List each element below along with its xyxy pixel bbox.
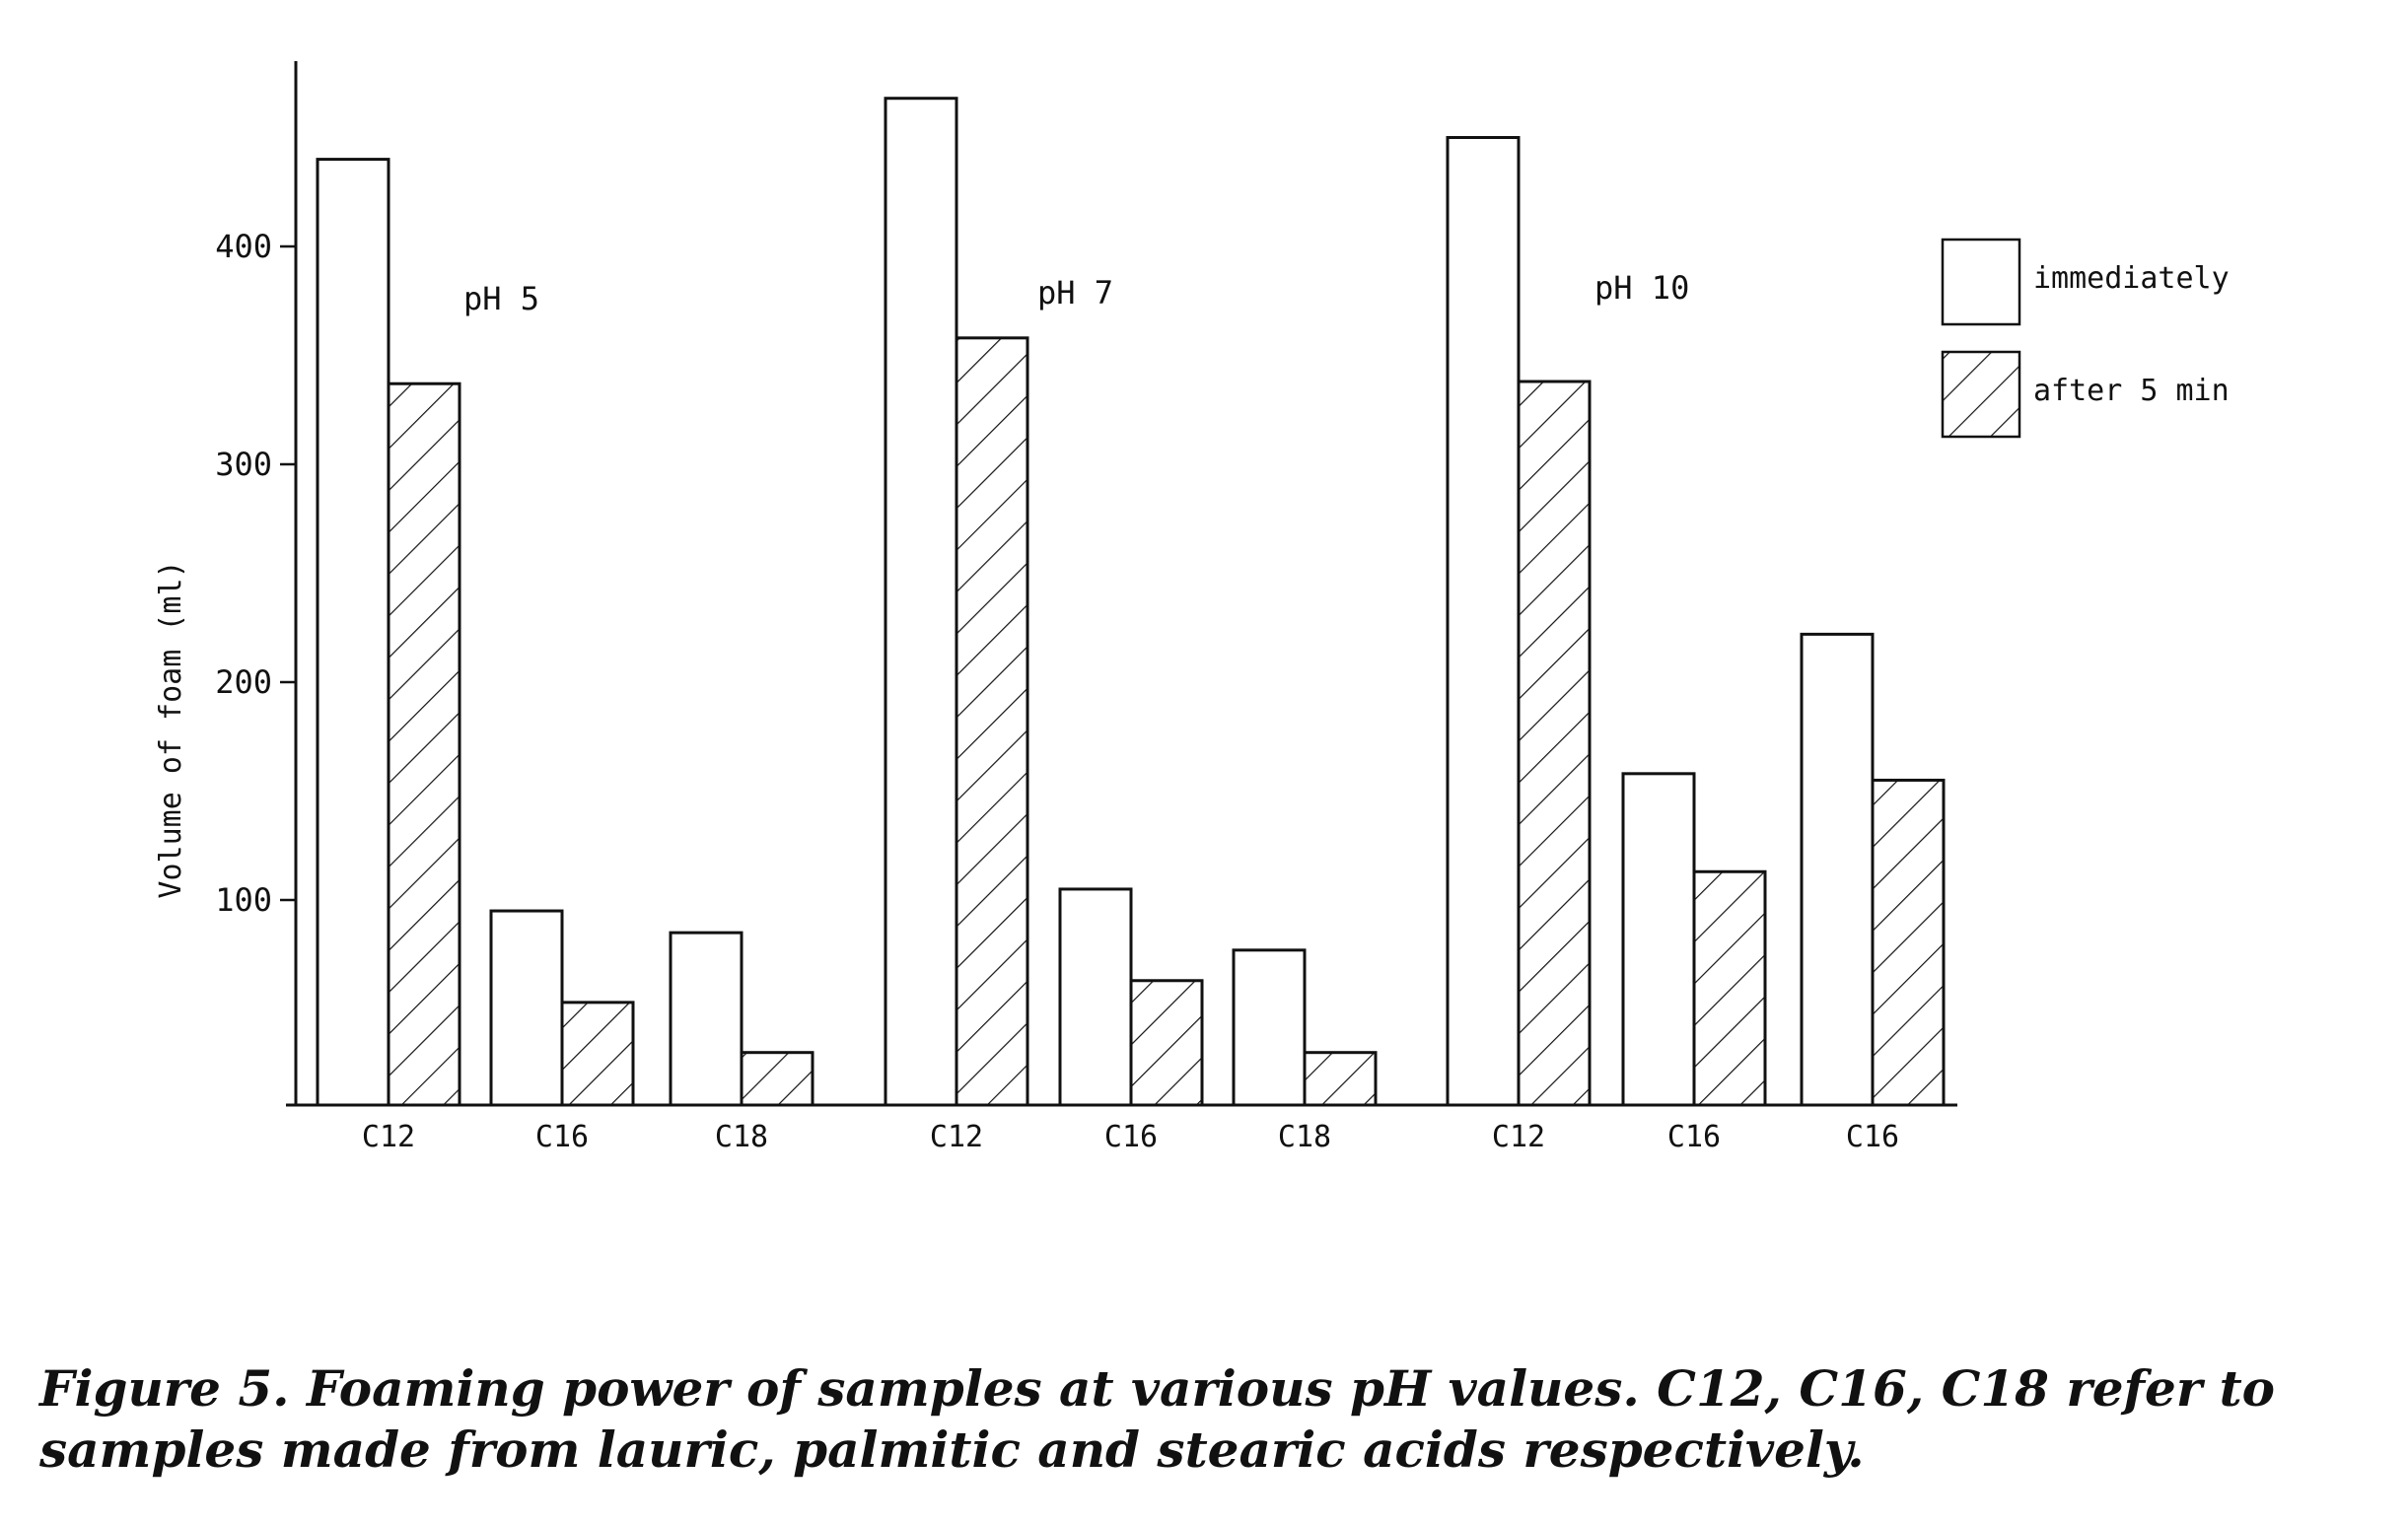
category-label: C12 — [1492, 1120, 1545, 1154]
legend: immediately after 5 min — [1941, 238, 2230, 439]
category-label: C12 — [362, 1120, 415, 1154]
bar-after-5-min — [1517, 380, 1592, 1107]
bar-after-5-min — [1129, 979, 1204, 1107]
bar-immediately — [1621, 772, 1696, 1107]
group-labels: pH 5 pH 7 pH 10 — [463, 269, 1689, 317]
category-label: C16 — [1104, 1120, 1158, 1154]
bar-immediately — [489, 909, 564, 1107]
figure-caption: Figure 5. Foaming power of samples at va… — [39, 1359, 2276, 1479]
category-label: C16 — [1667, 1120, 1721, 1154]
y-axis-label: Volume of foam (ml) — [154, 560, 188, 898]
y-tick-label: 100 — [215, 881, 272, 919]
legend-swatch-after-5-min — [1941, 350, 2021, 439]
bar-immediately — [1058, 887, 1133, 1107]
category-label: C18 — [715, 1120, 768, 1154]
category-labels: C12 C16 C18 C12 C16 C18 C12 C16 C16 — [362, 1120, 1899, 1154]
y-tick-label: 300 — [215, 446, 272, 483]
bar-after-5-min — [1692, 869, 1767, 1107]
bar-immediately — [1446, 136, 1521, 1107]
bar-immediately — [1800, 632, 1875, 1107]
bar-after-5-min — [387, 381, 461, 1107]
category-label: C16 — [535, 1120, 589, 1154]
group-label: pH 7 — [1037, 274, 1113, 312]
y-tick-label: 400 — [215, 228, 272, 265]
bar-after-5-min — [955, 336, 1029, 1107]
legend-swatch-immediately — [1941, 238, 2021, 326]
bar-immediately — [316, 158, 390, 1107]
category-label: C18 — [1278, 1120, 1331, 1154]
bar-after-5-min — [1303, 1051, 1378, 1107]
group-label: pH 10 — [1594, 269, 1689, 307]
bar-immediately — [884, 97, 958, 1107]
y-tick-label: 200 — [215, 663, 272, 701]
category-label: C16 — [1846, 1120, 1899, 1154]
bar-after-5-min — [740, 1051, 814, 1107]
bar-after-5-min — [1871, 778, 1946, 1107]
group-label: pH 5 — [463, 280, 539, 317]
bar-after-5-min — [560, 1001, 635, 1107]
legend-label-immediately: immediately — [2033, 261, 2230, 296]
bar-immediately — [1232, 948, 1307, 1107]
legend-label-after-5-min: after 5 min — [2033, 374, 2230, 408]
bars — [316, 97, 1946, 1107]
y-tick-labels: 100 200 300 400 — [215, 228, 296, 919]
category-label: C12 — [930, 1120, 983, 1154]
bar-immediately — [669, 931, 744, 1107]
